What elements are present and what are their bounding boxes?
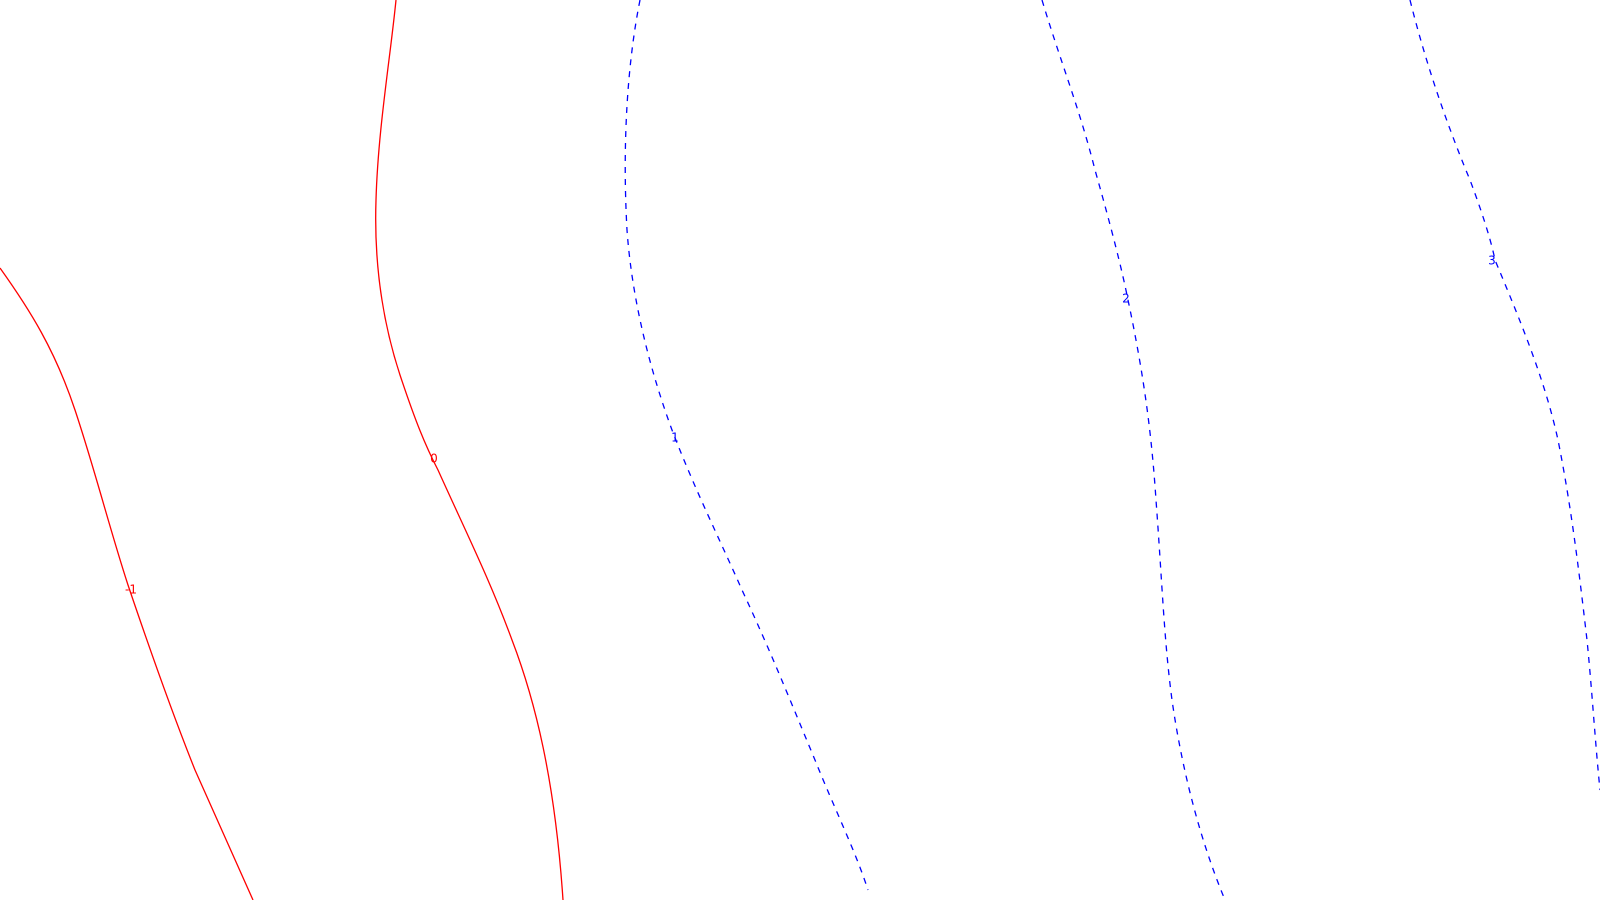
- contour-line-neg1: [0, 267, 254, 900]
- contour-line-0: [375, 0, 564, 900]
- contour-line-2: [1041, 0, 1226, 900]
- contour-line-1: [624, 0, 869, 891]
- contour-label-0: 0: [430, 452, 438, 466]
- contour-label-2: 2: [1122, 292, 1130, 306]
- contour-label-1: 1: [671, 431, 679, 445]
- contour-line-3: [1409, 0, 1600, 791]
- contour-label-3: 3: [1488, 254, 1496, 268]
- contour-label-neg1: -1: [125, 583, 137, 597]
